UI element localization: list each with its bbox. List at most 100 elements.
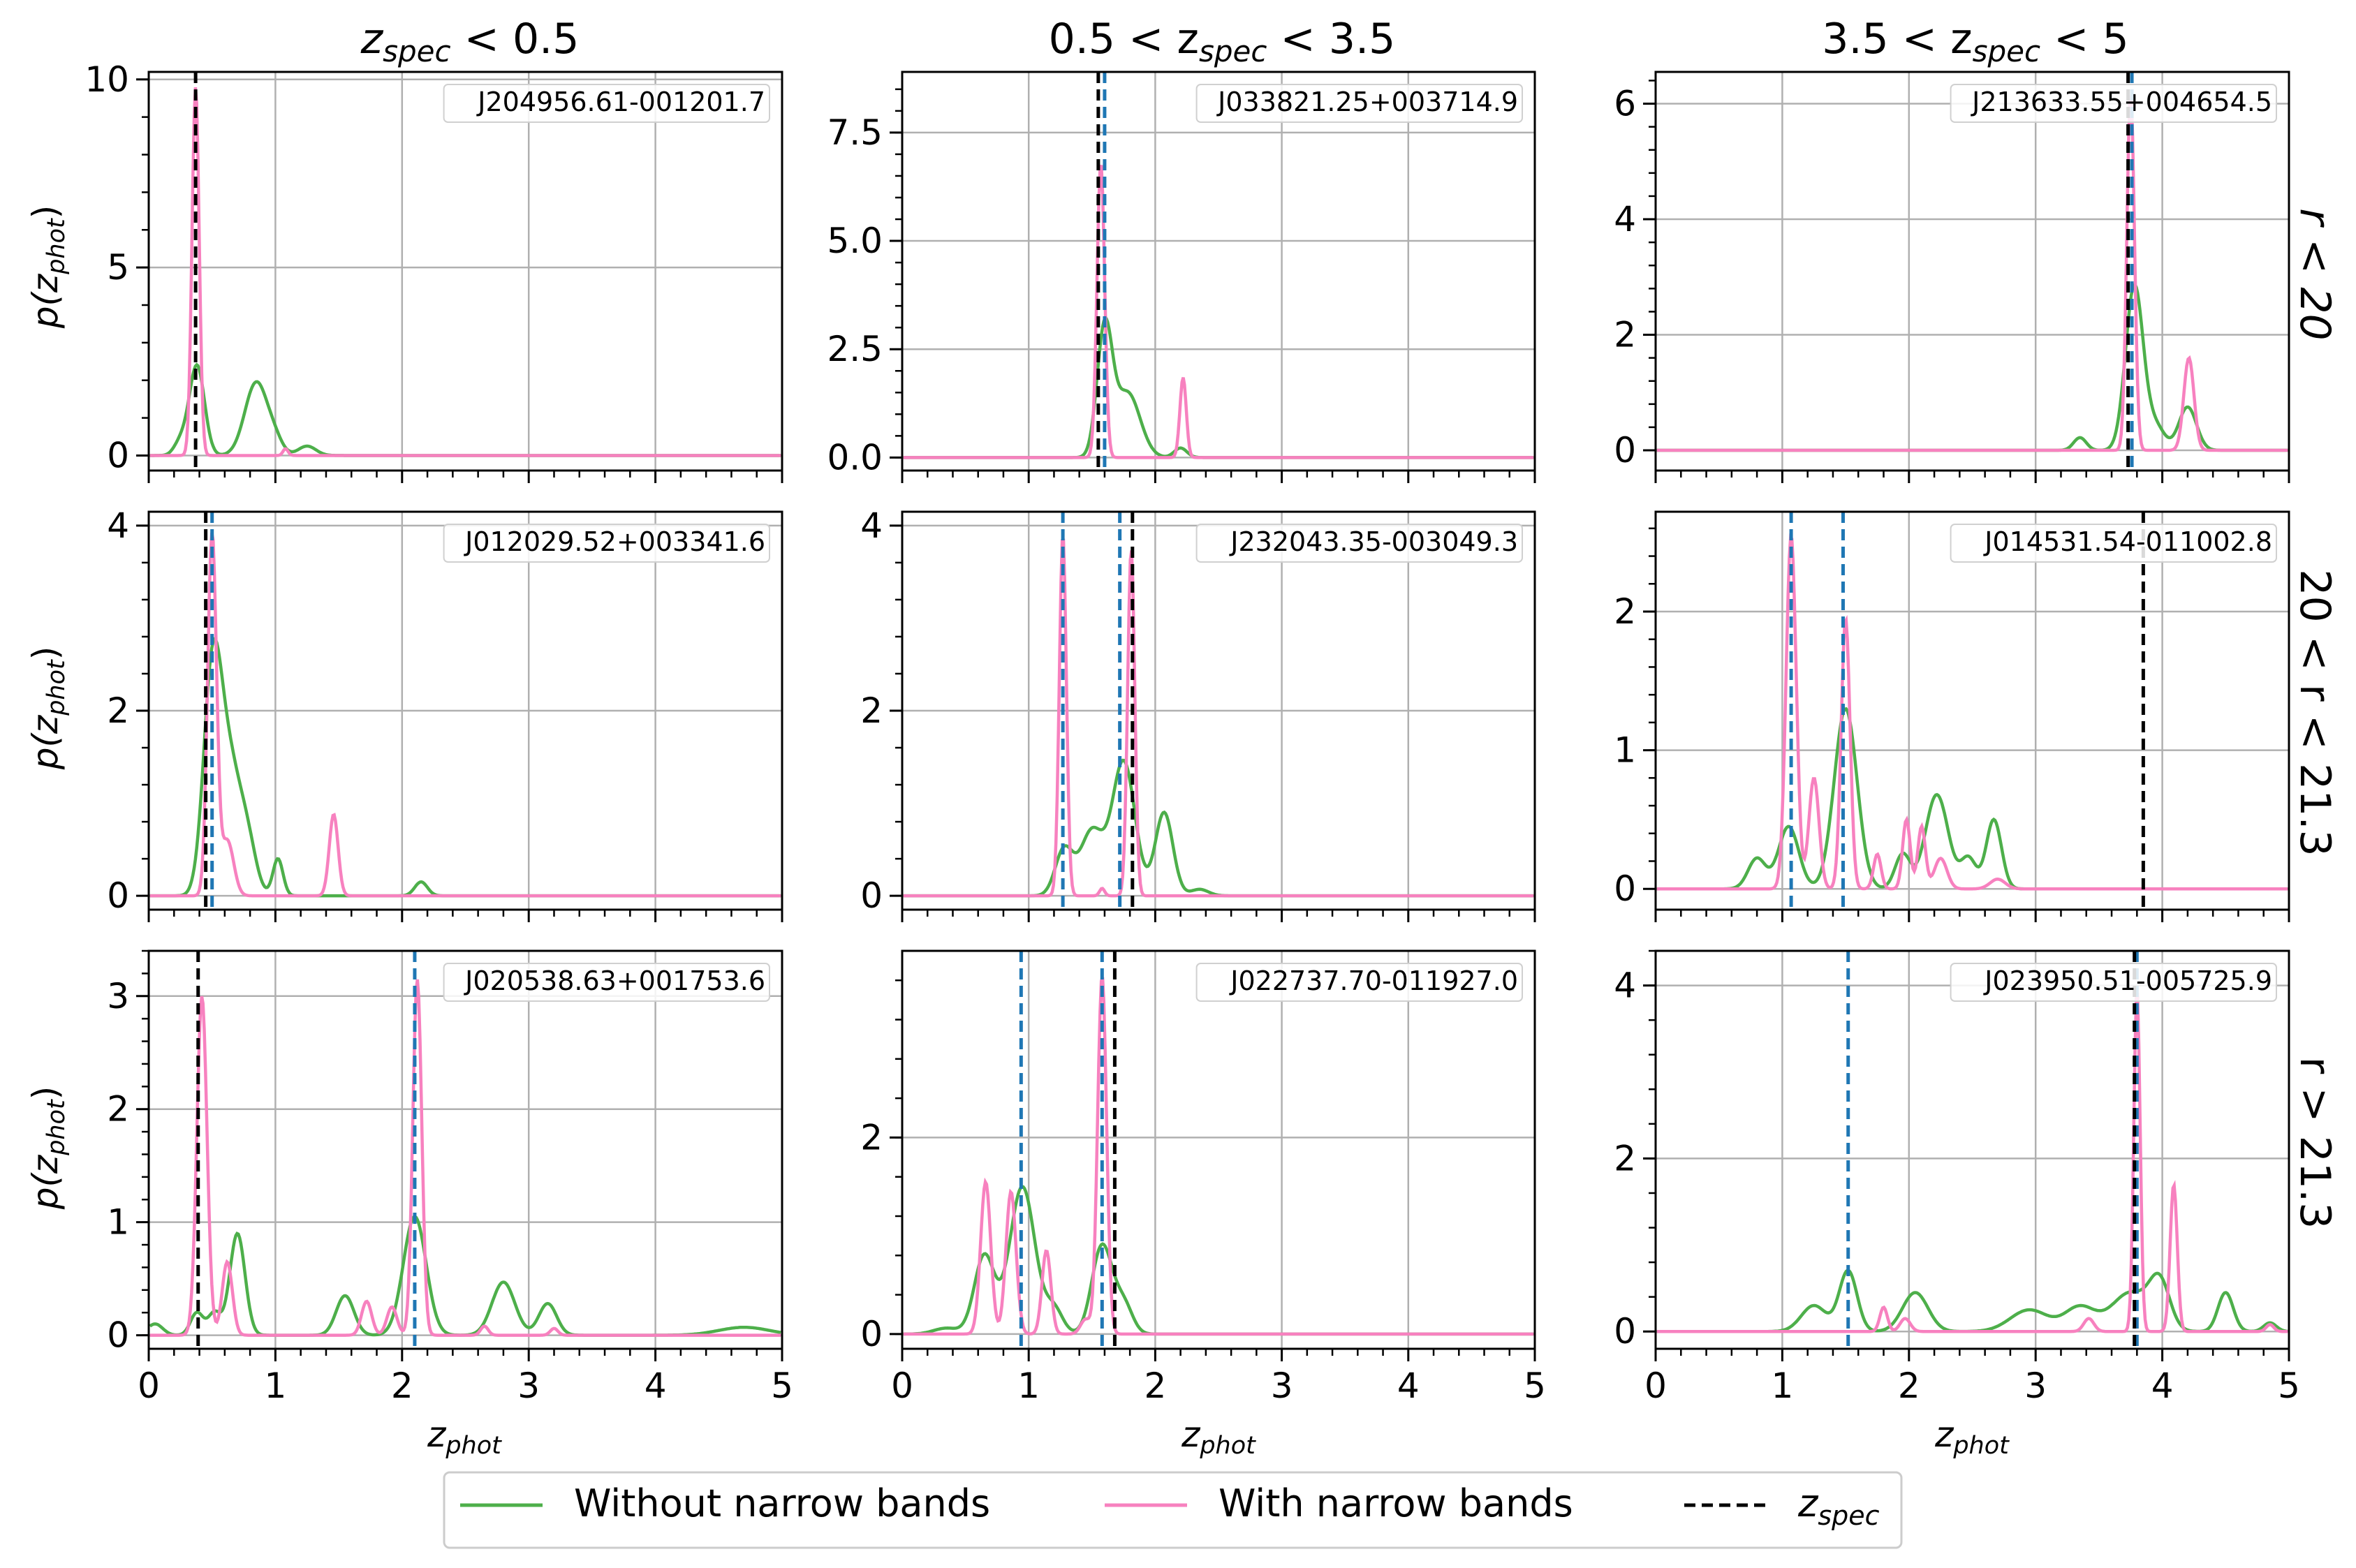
panels: 0510J204956.61-001201.70.02.55.07.5J0338… xyxy=(84,59,2300,1406)
x-tick-label: 4 xyxy=(2151,1366,2174,1406)
y-tick-label: 4 xyxy=(107,505,129,546)
y-tick-label: 4 xyxy=(1614,966,1636,1006)
row-title-2: 20 < r < 21.3 xyxy=(2290,569,2339,856)
series-without-narrow-bands xyxy=(903,1185,1534,1336)
y-tick-label: 1 xyxy=(1614,730,1636,771)
panel-5: 0 2 4 J232043.35-003049.3 xyxy=(860,505,1536,922)
y-tick-label: 0 xyxy=(860,875,883,916)
series-without-narrow-bands xyxy=(149,637,781,898)
curves xyxy=(1656,95,2288,452)
series-with-narrow-bands xyxy=(149,979,781,1337)
y-tick-label: 0 xyxy=(107,1315,129,1356)
y-tick-label: 2 xyxy=(1614,1138,1636,1178)
series-without-narrow-bands xyxy=(1656,707,2288,891)
x-tick-label: 0 xyxy=(1644,1366,1667,1406)
x-axis-label-col-1: zphot xyxy=(427,1414,502,1460)
panel-2: 0.0 2.5 5.0 7.5 J033821.25+003714.9 xyxy=(827,71,1536,483)
x-tick-label: 0 xyxy=(891,1366,913,1406)
y-tick-label: 0 xyxy=(1614,430,1636,471)
object-id-label: J204956.61-001201.7 xyxy=(476,87,765,117)
curves xyxy=(149,532,781,898)
panel-frame xyxy=(1654,510,2290,911)
panel-9: 0 1 2 3 4 5 0 2 4 J023950.51-005725.9 xyxy=(1614,949,2300,1406)
object-id-box xyxy=(443,84,770,123)
series-with-narrow-bands xyxy=(149,532,781,898)
object-id-box xyxy=(1195,963,1523,1002)
series-with-narrow-bands xyxy=(149,87,781,457)
x-tick-label: 2 xyxy=(1144,1366,1166,1406)
x-tick-label: 4 xyxy=(645,1366,667,1406)
y-tick-label: 4 xyxy=(1614,199,1636,239)
legend-label-zspec: zspec xyxy=(1797,1481,1880,1531)
y-tick-label: 0 xyxy=(860,1314,883,1354)
series-with-narrow-bands xyxy=(1656,533,2288,891)
y-tick-label: 0 xyxy=(1614,868,1636,909)
y-tick-label: 6 xyxy=(1614,84,1636,124)
object-id-box xyxy=(1950,524,2278,563)
object-id-label: J232043.35-003049.3 xyxy=(1229,526,1518,557)
y-tick-label: 2 xyxy=(1614,315,1636,355)
series-without-narrow-bands xyxy=(149,362,781,457)
x-axis-label-col-3: zphot xyxy=(1934,1414,2010,1460)
x-tick-label: 1 xyxy=(1771,1366,1793,1406)
y-axis-label-row-1: p(zphot) xyxy=(25,205,71,330)
object-id-box xyxy=(443,524,770,563)
panel-frame xyxy=(1654,949,2290,1350)
object-id-label: J020538.63+001753.6 xyxy=(464,966,765,996)
object-id-label: J033821.25+003714.9 xyxy=(1216,87,1518,117)
y-tick-label: 5 xyxy=(107,247,129,288)
x-tick-label: 4 xyxy=(1397,1366,1420,1406)
y-tick-label: 1 xyxy=(107,1202,129,1243)
panel-frame xyxy=(147,949,783,1350)
object-id-label: J023950.51-005725.9 xyxy=(1983,966,2272,996)
panel-3: 0 2 4 6 J213633.55+004654.5 xyxy=(1614,71,2290,483)
object-id-box xyxy=(1950,84,2278,123)
curves xyxy=(903,164,1534,459)
column-title-2: 0.5 < zspec < 3.5 xyxy=(1049,15,1396,68)
object-id-box xyxy=(1195,524,1523,563)
curves xyxy=(903,977,1534,1336)
y-tick-label: 7.5 xyxy=(827,112,883,153)
y-tick-label: 2 xyxy=(860,690,883,731)
legend-frame xyxy=(443,1471,1903,1549)
y-tick-label: 10 xyxy=(84,59,129,100)
panel-frame xyxy=(901,949,1536,1350)
row-title-3: r > 21.3 xyxy=(2290,1057,2339,1229)
series-without-narrow-bands xyxy=(1656,1269,2288,1333)
panel-6: 0 1 2 J014531.54-011002.8 xyxy=(1614,510,2290,922)
curves xyxy=(1656,533,2288,891)
panel-frame xyxy=(1654,71,2290,472)
panel-7: 0 1 2 3 4 5 0 1 2 3 J020538.63+001753.6 xyxy=(107,949,793,1406)
column-title-3: 3.5 < zspec < 5 xyxy=(1822,15,2128,68)
series-with-narrow-bands xyxy=(903,164,1534,459)
curves xyxy=(149,87,781,457)
legend-label-with: With narrow bands xyxy=(1219,1481,1573,1525)
x-tick-label: 0 xyxy=(138,1366,160,1406)
panel-frame xyxy=(147,71,783,472)
object-id-label: J022737.70-011927.0 xyxy=(1229,966,1518,996)
object-id-label: J014531.54-011002.8 xyxy=(1983,526,2272,557)
y-tick-label: 0.0 xyxy=(827,437,883,478)
y-tick-label: 2 xyxy=(107,690,129,731)
x-tick-label: 3 xyxy=(517,1366,540,1406)
y-tick-label: 2.5 xyxy=(827,329,883,369)
object-id-box xyxy=(443,963,770,1002)
x-tick-label: 3 xyxy=(2024,1366,2047,1406)
y-tick-label: 5.0 xyxy=(827,221,883,261)
row-title-1: r < 20 xyxy=(2290,208,2339,340)
x-tick-label: 2 xyxy=(1898,1366,1920,1406)
y-tick-label: 2 xyxy=(860,1117,883,1157)
object-id-box xyxy=(1950,963,2278,1002)
object-id-label: J213633.55+004654.5 xyxy=(1971,87,2272,117)
x-tick-label: 1 xyxy=(1017,1366,1040,1406)
y-tick-label: 3 xyxy=(107,976,129,1016)
x-axis-label-col-2: zphot xyxy=(1181,1414,1256,1460)
curves xyxy=(1656,992,2288,1333)
x-tick-label: 5 xyxy=(1524,1366,1546,1406)
y-tick-label: 4 xyxy=(860,505,883,546)
series-with-narrow-bands xyxy=(903,538,1534,898)
curves xyxy=(149,979,781,1337)
curves xyxy=(903,538,1534,898)
series-with-narrow-bands xyxy=(1656,992,2288,1333)
